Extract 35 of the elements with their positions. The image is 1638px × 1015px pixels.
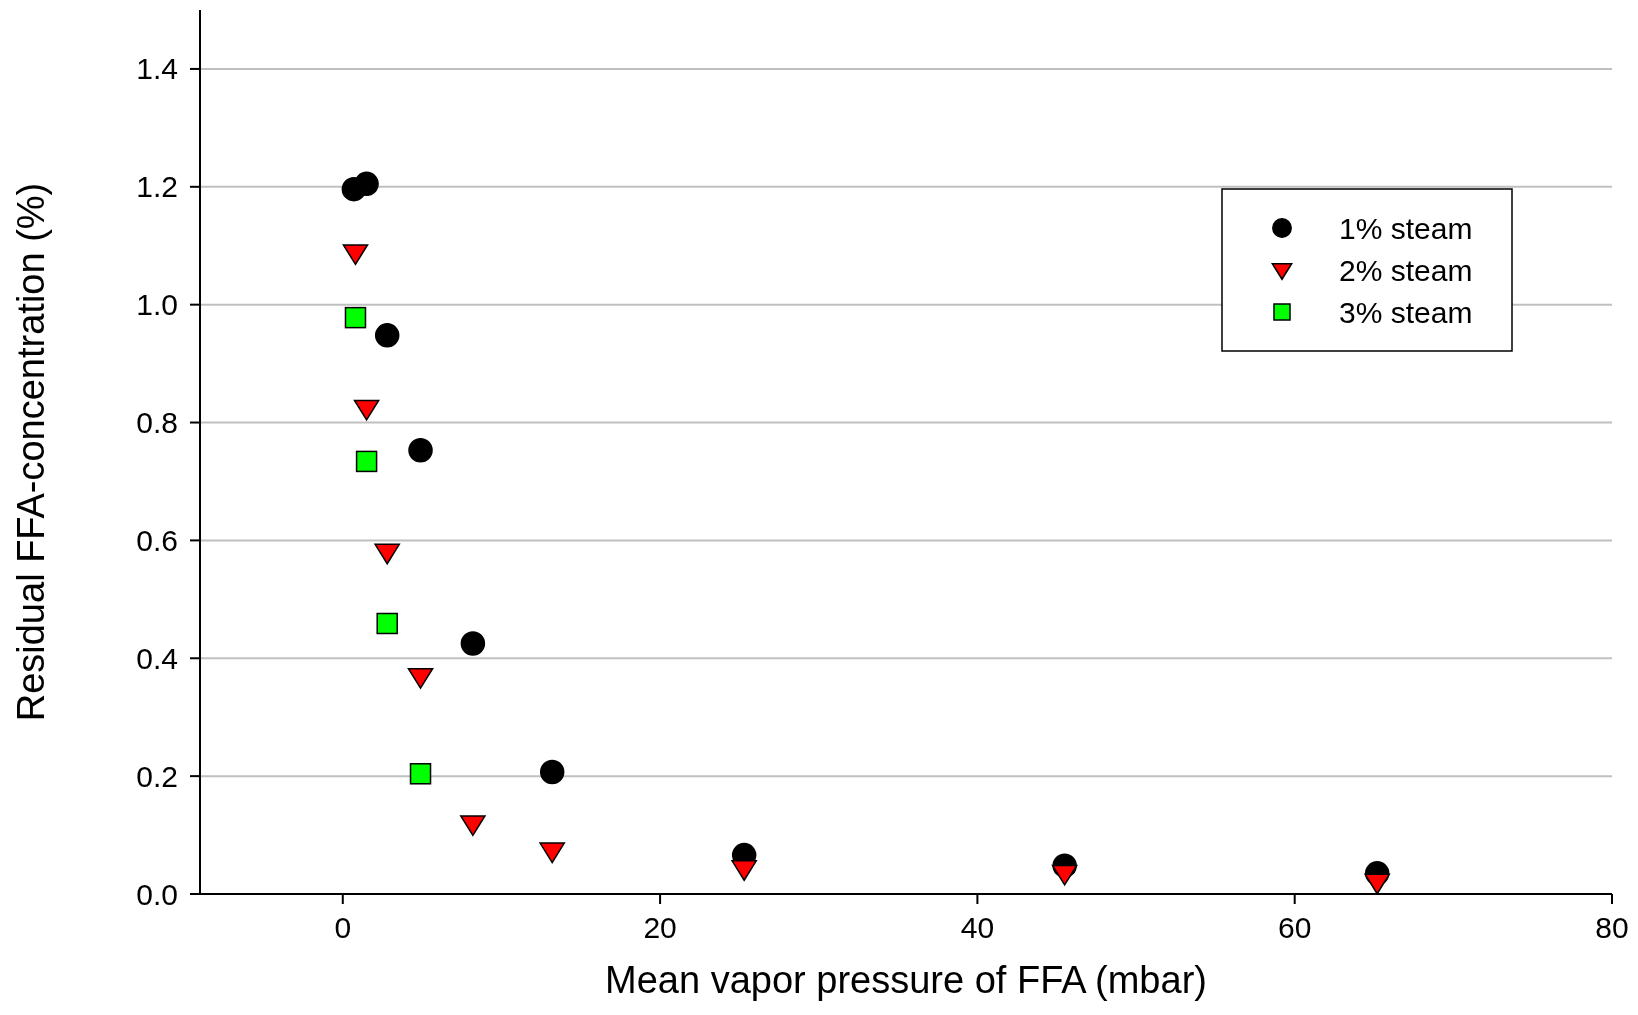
x-tick-label: 0: [334, 911, 352, 944]
y-tick-label: 0.0: [136, 877, 178, 911]
point: [539, 759, 565, 785]
point: [1051, 864, 1078, 886]
point: [407, 667, 434, 689]
point: [460, 631, 486, 656]
y-tick-label: 1.4: [136, 52, 178, 86]
point: [344, 306, 367, 329]
y-tick-label: 0.4: [136, 641, 178, 675]
x-tick-label: 40: [960, 911, 995, 944]
point: [460, 815, 486, 837]
point: [374, 543, 401, 565]
legend-label: 3% steam: [1339, 295, 1473, 329]
point: [731, 860, 757, 881]
point: [355, 450, 378, 473]
y-tick-label: 0.6: [136, 523, 178, 557]
x-tick-label: 60: [1278, 911, 1312, 944]
point: [374, 323, 400, 348]
x-tick-label: 20: [643, 911, 677, 944]
y-tick-label: 0.2: [136, 759, 178, 793]
y-tick-label: 1.2: [136, 170, 178, 204]
point: [1364, 873, 1391, 895]
y-tick-label: 0.8: [136, 406, 178, 440]
y-tick-label: 1.0: [136, 288, 178, 322]
point: [409, 763, 432, 785]
y-axis-title: Residual FFA-concentration (%): [10, 182, 52, 722]
point: [539, 842, 566, 864]
x-tick-label: 80: [1595, 911, 1629, 944]
legend-label: 2% steam: [1339, 253, 1473, 287]
point: [354, 171, 379, 197]
x-axis-title: Mean vapor pressure of FFA (mbar): [605, 959, 1207, 1001]
point: [353, 399, 380, 421]
point: [376, 612, 398, 635]
legend-label: 1% steam: [1339, 211, 1473, 245]
point: [408, 437, 433, 463]
